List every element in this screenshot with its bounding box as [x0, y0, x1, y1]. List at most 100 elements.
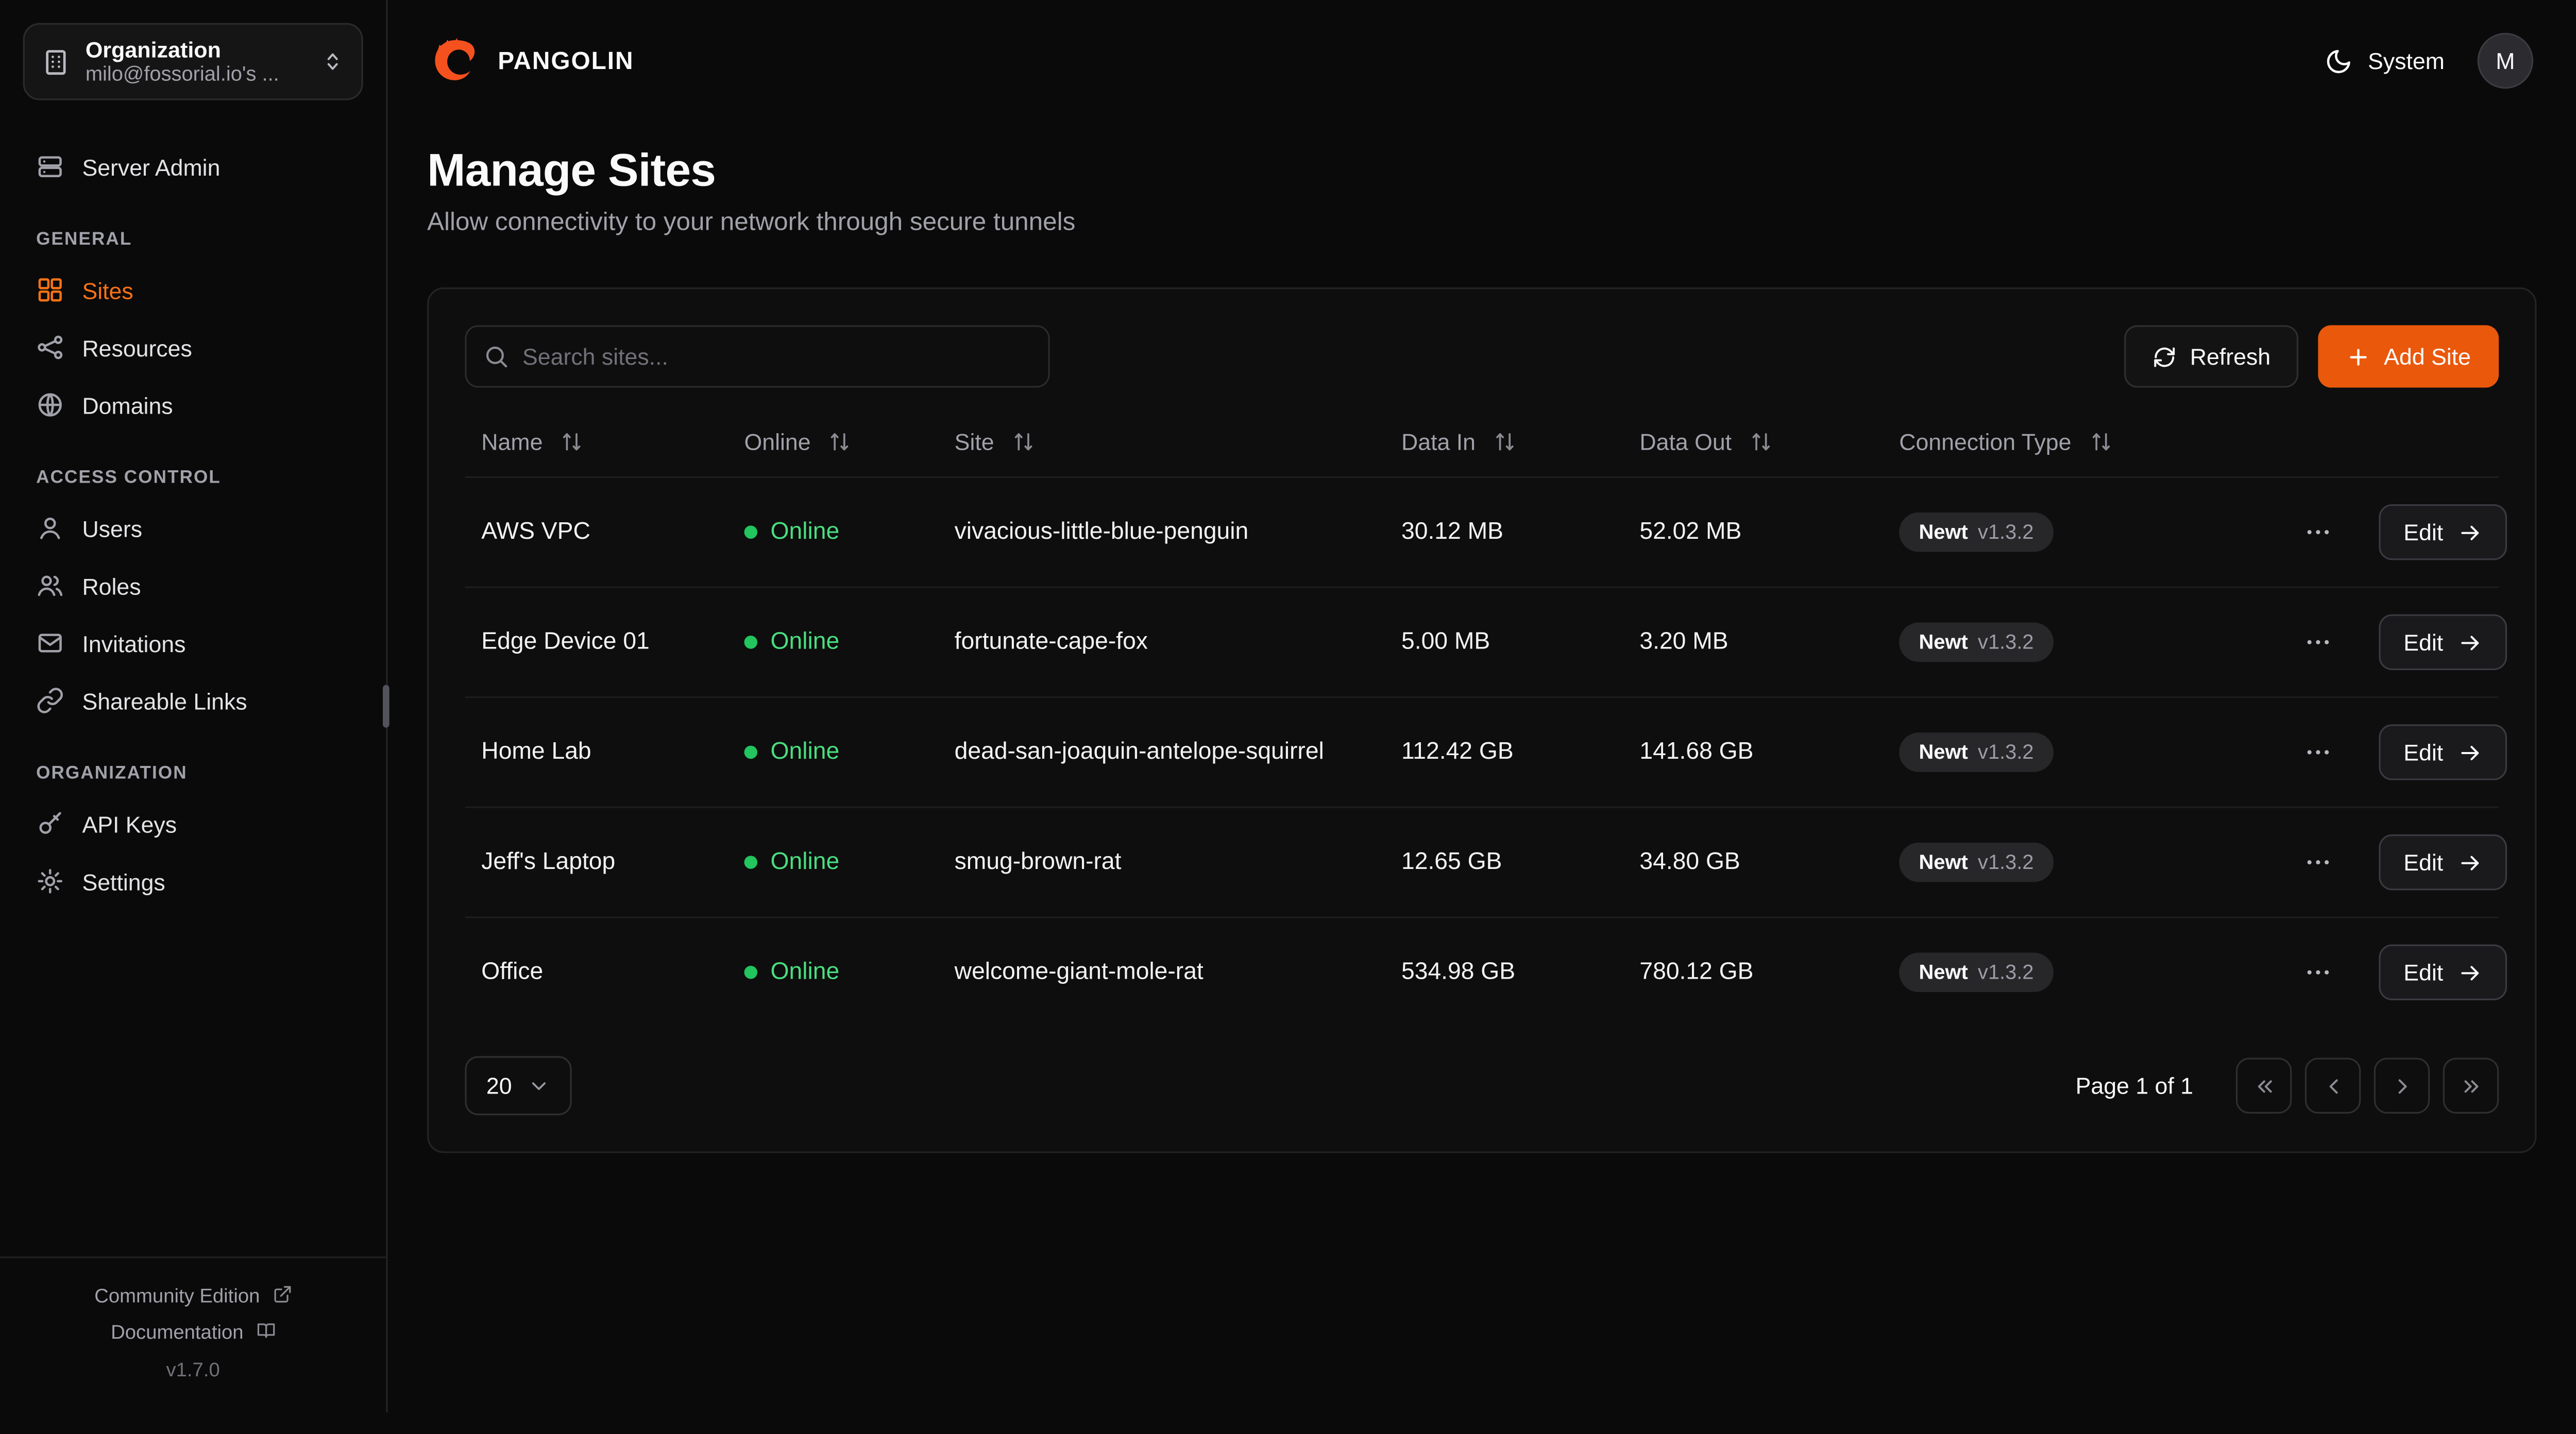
column-header-data-in[interactable]: Data In — [1385, 407, 1623, 478]
ellipsis-icon — [2303, 627, 2333, 657]
page-size-select[interactable]: 20 — [465, 1056, 571, 1116]
connection-type-version: v1.3.2 — [1977, 741, 2034, 764]
next-page-button[interactable] — [2374, 1057, 2430, 1114]
org-picker-subtitle: milo@fossorial.io's ... — [85, 62, 279, 86]
documentation-link[interactable]: Documentation — [16, 1314, 370, 1352]
site-tunnel-name: dead-san-joaquin-antelope-squirrel — [938, 697, 1385, 808]
org-picker[interactable]: Organization milo@fossorial.io's ... — [23, 23, 363, 100]
site-name: Office — [481, 959, 544, 986]
edit-label: Edit — [2403, 959, 2444, 986]
chevron-right-icon — [2389, 1073, 2414, 1098]
row-actions-menu-button[interactable] — [2290, 728, 2346, 777]
connection-type-badge: Newt v1.3.2 — [1899, 732, 2054, 772]
column-header-online[interactable]: Online — [727, 407, 938, 478]
first-page-button[interactable] — [2235, 1057, 2292, 1114]
sidebar-item-sites[interactable]: Sites — [23, 263, 363, 317]
online-label: Online — [770, 739, 840, 765]
edit-site-button[interactable]: Edit — [2379, 614, 2507, 671]
row-actions-menu-button[interactable] — [2290, 838, 2346, 887]
column-label: Site — [954, 429, 994, 455]
connection-type-version: v1.3.2 — [1977, 961, 2034, 984]
sidebar-item-api-keys[interactable]: API Keys — [23, 797, 363, 851]
edit-site-button[interactable]: Edit — [2379, 724, 2507, 780]
main-content: PANGOLIN System M Manage Sites Allow con… — [388, 0, 2576, 1412]
row-actions-menu-button[interactable] — [2290, 948, 2346, 997]
row-actions-menu-button[interactable] — [2290, 507, 2346, 557]
online-dot-icon — [744, 525, 758, 539]
sidebar-item-domains[interactable]: Domains — [23, 378, 363, 432]
column-label: Data Out — [1639, 429, 1732, 455]
sidebar-item-invitations[interactable]: Invitations — [23, 616, 363, 670]
sidebar-footer: Community Edition Documentation v1.7.0 — [0, 1256, 386, 1412]
building-icon — [41, 47, 71, 76]
last-page-button[interactable] — [2443, 1057, 2499, 1114]
site-data-in: 12.65 GB — [1385, 807, 1623, 918]
site-data-in: 30.12 MB — [1385, 477, 1623, 588]
avatar-initial: M — [2496, 47, 2515, 74]
theme-label: System — [2368, 47, 2445, 74]
ellipsis-icon — [2303, 517, 2333, 547]
site-name: Home Lab — [465, 697, 728, 808]
sidebar-resize-handle[interactable] — [382, 685, 389, 728]
site-online-status: Online — [727, 807, 938, 918]
ellipsis-icon — [2303, 847, 2333, 877]
sidebar-item-roles[interactable]: Roles — [23, 558, 363, 612]
add-site-label: Add Site — [2384, 343, 2471, 370]
site-tunnel-name: fortunate-cape-fox — [938, 587, 1385, 698]
mail-icon — [36, 629, 64, 657]
add-site-button[interactable]: Add Site — [2318, 325, 2499, 388]
edit-site-button[interactable]: Edit — [2379, 834, 2507, 891]
site-data-out: 3.20 MB — [1623, 587, 1883, 698]
users-icon — [36, 572, 64, 600]
edit-site-button[interactable]: Edit — [2379, 504, 2507, 560]
refresh-icon — [2152, 344, 2177, 369]
site-data-in: 534.98 GB — [1401, 959, 1516, 986]
sidebar-item-resources[interactable]: Resources — [23, 320, 363, 374]
sidebar-item-shareable-links[interactable]: Shareable Links — [23, 673, 363, 727]
site-connection-type: Newt v1.3.2 — [1883, 807, 2274, 918]
connection-type-name: Newt — [1919, 850, 1968, 874]
chevrons-up-down-icon — [320, 49, 345, 74]
connection-type-version: v1.3.2 — [1977, 630, 2034, 654]
row-actions: Edit — [2274, 587, 2507, 698]
arrow-right-icon — [2458, 850, 2483, 875]
edit-label: Edit — [2403, 519, 2444, 545]
previous-page-button[interactable] — [2304, 1057, 2361, 1114]
refresh-button[interactable]: Refresh — [2124, 325, 2299, 388]
site-online-status: Online — [727, 477, 938, 588]
online-label: Online — [770, 959, 840, 986]
page-size-value: 20 — [486, 1072, 512, 1099]
sidebar-item-label: Roles — [82, 572, 141, 599]
column-header-connection-type[interactable]: Connection Type — [1883, 407, 2274, 478]
brand: PANGOLIN — [427, 33, 634, 88]
org-picker-text: Organization milo@fossorial.io's ... — [86, 38, 306, 85]
edit-site-button[interactable]: Edit — [2379, 944, 2507, 1000]
moon-icon — [2325, 47, 2353, 75]
site-connection-type: Newt v1.3.2 — [1883, 697, 2274, 808]
avatar[interactable]: M — [2477, 32, 2534, 89]
column-header-data-out[interactable]: Data Out — [1623, 407, 1883, 478]
online-dot-icon — [744, 636, 758, 649]
column-header-name[interactable]: Name — [465, 407, 728, 478]
site-name: Edge Device 01 — [465, 587, 728, 698]
sidebar-item-users[interactable]: Users — [23, 501, 363, 555]
refresh-label: Refresh — [2190, 343, 2271, 370]
sidebar-item-settings[interactable]: Settings — [23, 854, 363, 908]
search-input[interactable] — [465, 325, 1050, 388]
page-indicator: Page 1 of 1 — [2075, 1072, 2194, 1099]
chevron-left-icon — [2320, 1073, 2345, 1098]
section-label-general: GENERAL — [36, 230, 132, 250]
arrow-right-icon — [2458, 630, 2483, 655]
connection-type-version: v1.3.2 — [1977, 850, 2034, 874]
row-actions-menu-button[interactable] — [2290, 618, 2346, 667]
community-edition-link[interactable]: Community Edition — [16, 1277, 370, 1315]
chevrons-left-icon — [2251, 1073, 2276, 1098]
column-header-site[interactable]: Site — [938, 407, 1385, 478]
community-edition-label: Community Edition — [94, 1284, 260, 1307]
sidebar-item-server-admin[interactable]: Server Admin — [23, 140, 363, 194]
theme-toggle-button[interactable]: System — [2325, 47, 2445, 75]
table-row: Home Lab Online dead-san-joaquin-antelop… — [465, 697, 2507, 808]
globe-icon — [36, 391, 64, 419]
online-label: Online — [770, 519, 840, 545]
page-head: Manage Sites Allow connectivity to your … — [388, 122, 2576, 238]
